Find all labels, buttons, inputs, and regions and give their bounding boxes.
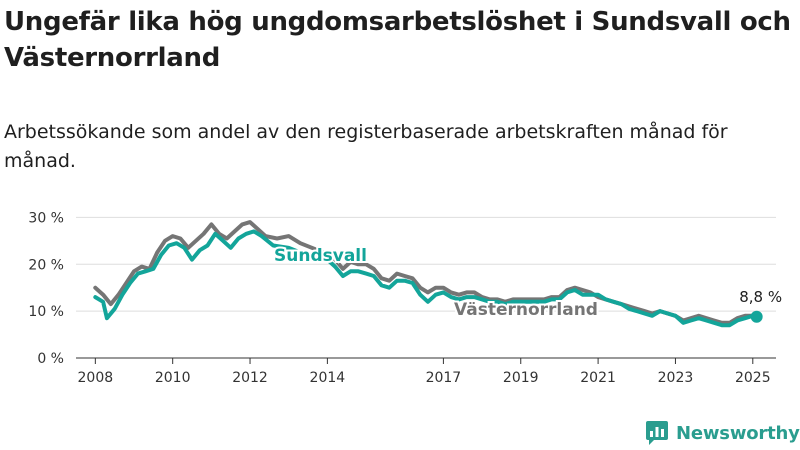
x-tick-label: 2023 <box>658 370 694 386</box>
y-axis-ticks: 0 % 10 % 20 % 30 % <box>28 210 64 367</box>
series-label-vasternorrland: Västernorrland <box>454 300 598 320</box>
y-tick-label: 10 % <box>28 304 64 320</box>
end-point-marker <box>750 310 763 323</box>
x-tick-label: 2010 <box>155 370 191 386</box>
x-tick-label: 2021 <box>580 370 616 386</box>
x-tick-label: 2012 <box>232 370 268 386</box>
x-tick-label: 2008 <box>78 370 114 386</box>
series-line-sundsvall <box>93 229 759 328</box>
x-tick-label: 2019 <box>503 370 539 386</box>
x-axis: 2008 2010 2012 2014 2017 2019 2021 2023 2025 <box>76 357 776 386</box>
x-tick-label: 2025 <box>735 370 771 386</box>
line-chart: 0 % 10 % 20 % 30 % 2008 2010 2012 2014 2017 2019… <box>28 210 782 386</box>
series-labels: Sundsvall Västernorrland 8,8 % <box>272 244 782 323</box>
y-tick-label: 30 % <box>28 210 64 226</box>
end-value-label: 8,8 % <box>739 288 782 306</box>
series-lines <box>93 220 759 328</box>
y-tick-label: 0 % <box>37 351 64 367</box>
chart-title: Ungefär lika hög ungdomsarbetslöshet i S… <box>4 7 791 73</box>
brand-name: Newsworthy <box>676 422 800 444</box>
chat-bubble-chart-icon <box>646 421 668 445</box>
newsworthy-logo: Newsworthy <box>645 420 800 446</box>
x-tick-label: 2017 <box>426 370 462 386</box>
series-line-västernorrland <box>93 220 759 325</box>
y-tick-label: 20 % <box>28 257 64 273</box>
x-tick-label: 2014 <box>310 370 346 386</box>
chart-subtitle: Arbetssökande som andel av den registerb… <box>4 121 728 172</box>
series-label-sundsvall: Sundsvall <box>274 246 367 266</box>
